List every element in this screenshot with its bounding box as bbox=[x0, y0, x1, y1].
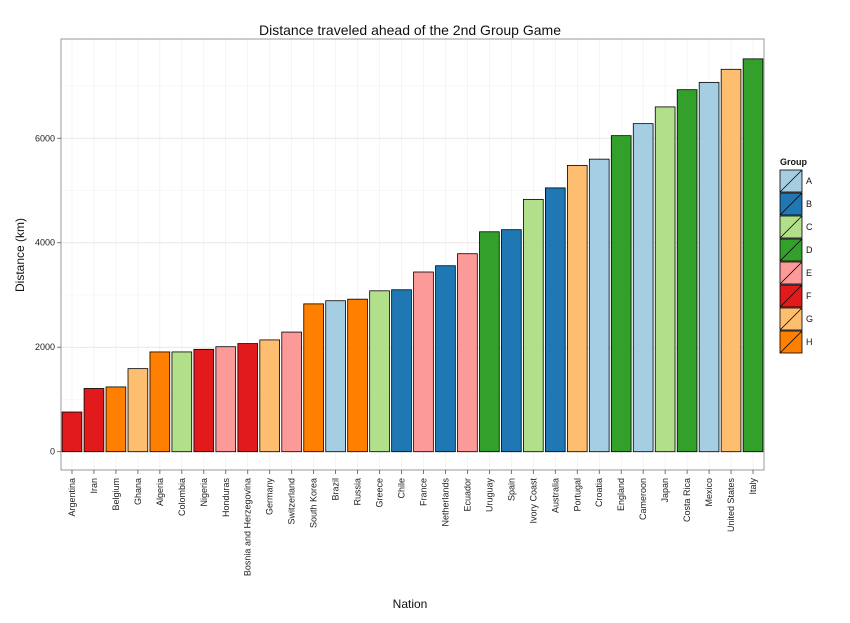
y-tick-label: 2000 bbox=[35, 342, 55, 352]
x-tick-label: Belgium bbox=[111, 478, 121, 511]
bar-england bbox=[610, 135, 632, 453]
x-tick-label: United States bbox=[726, 478, 736, 533]
x-tick-label: Ghana bbox=[133, 478, 143, 505]
bar-costa-rica bbox=[676, 89, 698, 453]
legend-key-slash bbox=[779, 330, 803, 354]
legend-key-slash bbox=[779, 215, 803, 239]
x-tick-label: England bbox=[616, 478, 626, 511]
x-tick-label: Italy bbox=[748, 478, 758, 495]
bar-uruguay bbox=[479, 231, 500, 453]
bar-ecuador bbox=[457, 253, 478, 453]
bar-germany bbox=[259, 339, 280, 453]
x-tick-label: Spain bbox=[506, 478, 516, 501]
y-tick-label: 4000 bbox=[35, 238, 55, 248]
legend-key-slash bbox=[779, 307, 803, 331]
bar-switzerland bbox=[281, 331, 302, 453]
x-tick-label: Algeria bbox=[155, 478, 165, 506]
legend-label-e: E bbox=[806, 268, 812, 278]
legend-key-slash bbox=[779, 261, 803, 285]
x-tick-label: Portugal bbox=[572, 478, 582, 512]
legend-key-slash bbox=[779, 238, 803, 262]
bar-chile bbox=[391, 289, 412, 453]
bar-colombia bbox=[171, 351, 193, 453]
bar-croatia bbox=[588, 158, 610, 453]
bar-bosnia-and-herzegovina bbox=[237, 343, 259, 453]
x-tick-label: Bosnia and Herzegovina bbox=[243, 478, 253, 576]
legend-label-d: D bbox=[806, 245, 813, 255]
x-tick-label: France bbox=[418, 478, 428, 506]
plot-area: 0 2000 4000 6000 Argentina Iran Belgium Ghana Al… bbox=[35, 38, 765, 576]
x-tick-label: Greece bbox=[375, 478, 385, 508]
bar-iran bbox=[83, 388, 105, 453]
x-tick-label: Russia bbox=[353, 478, 363, 506]
bar-italy bbox=[742, 58, 764, 453]
bar-brazil bbox=[325, 300, 346, 453]
bar-greece bbox=[369, 290, 390, 453]
plot-border bbox=[60, 38, 765, 471]
x-tick-label: Costa Rica bbox=[682, 478, 692, 522]
x-tick-label: Chile bbox=[397, 478, 407, 499]
x-tick-label: South Korea bbox=[309, 478, 319, 528]
x-tick-label: Ecuador bbox=[462, 478, 472, 512]
y-tick-label: 6000 bbox=[35, 133, 55, 143]
legend-label-f: F bbox=[806, 291, 812, 301]
legend-key-slash bbox=[779, 284, 803, 308]
x-tick-label: Australia bbox=[550, 478, 560, 513]
y-axis-title: Distance (km) bbox=[13, 218, 27, 292]
chart-title: Distance traveled ahead of the 2nd Group… bbox=[259, 22, 561, 38]
bar-cameroon bbox=[632, 123, 654, 453]
legend-key-slash bbox=[779, 192, 803, 216]
x-tick-label: Croatia bbox=[594, 478, 604, 507]
bar-spain bbox=[501, 229, 522, 453]
x-tick-label: Cameroon bbox=[638, 478, 648, 520]
bar-japan bbox=[654, 106, 676, 453]
bar-france bbox=[413, 271, 434, 453]
x-tick-label: Argentina bbox=[67, 478, 77, 517]
x-tick-label: Netherlands bbox=[440, 478, 450, 527]
bar-belgium bbox=[105, 386, 127, 453]
bar-ghana bbox=[127, 368, 149, 453]
y-tick-label: 0 bbox=[50, 447, 55, 457]
x-tick-label: Mexico bbox=[704, 478, 714, 507]
legend-label-b: B bbox=[806, 199, 812, 209]
bar-australia bbox=[545, 187, 566, 453]
legend-label-h: H bbox=[806, 337, 813, 347]
bar-argentina bbox=[61, 411, 83, 453]
x-tick-label: Colombia bbox=[177, 478, 187, 516]
bar-south-korea bbox=[303, 303, 324, 453]
legend-key-slash bbox=[779, 169, 803, 193]
x-tick-label: Brazil bbox=[331, 478, 341, 501]
x-tick-label: Iran bbox=[89, 478, 99, 494]
bar-netherlands bbox=[435, 265, 456, 453]
legend-label-c: C bbox=[806, 222, 813, 232]
bar-portugal bbox=[566, 165, 588, 453]
x-tick-label: Japan bbox=[660, 478, 670, 503]
x-tick-label: Uruguay bbox=[484, 478, 494, 513]
bar-algeria bbox=[149, 351, 171, 453]
x-tick-label: Honduras bbox=[221, 478, 231, 518]
x-tick-label: Switzerland bbox=[287, 478, 297, 525]
x-tick-label: Germany bbox=[265, 478, 275, 516]
bar-honduras bbox=[215, 346, 237, 453]
x-tick-label: Nigeria bbox=[199, 478, 209, 507]
legend-label-a: A bbox=[806, 176, 812, 186]
x-axis-title: Nation bbox=[393, 597, 428, 611]
legend-title: Group bbox=[780, 157, 807, 167]
bar-ivory-coast bbox=[523, 198, 544, 453]
bar-mexico bbox=[698, 81, 720, 453]
x-tick-label: Ivory Coast bbox=[528, 478, 538, 524]
bar-united-states bbox=[720, 68, 742, 453]
bar-russia bbox=[347, 298, 368, 453]
legend: Group A B C D E F G H bbox=[779, 157, 813, 354]
bar-nigeria bbox=[193, 348, 215, 453]
legend-label-g: G bbox=[806, 314, 813, 324]
